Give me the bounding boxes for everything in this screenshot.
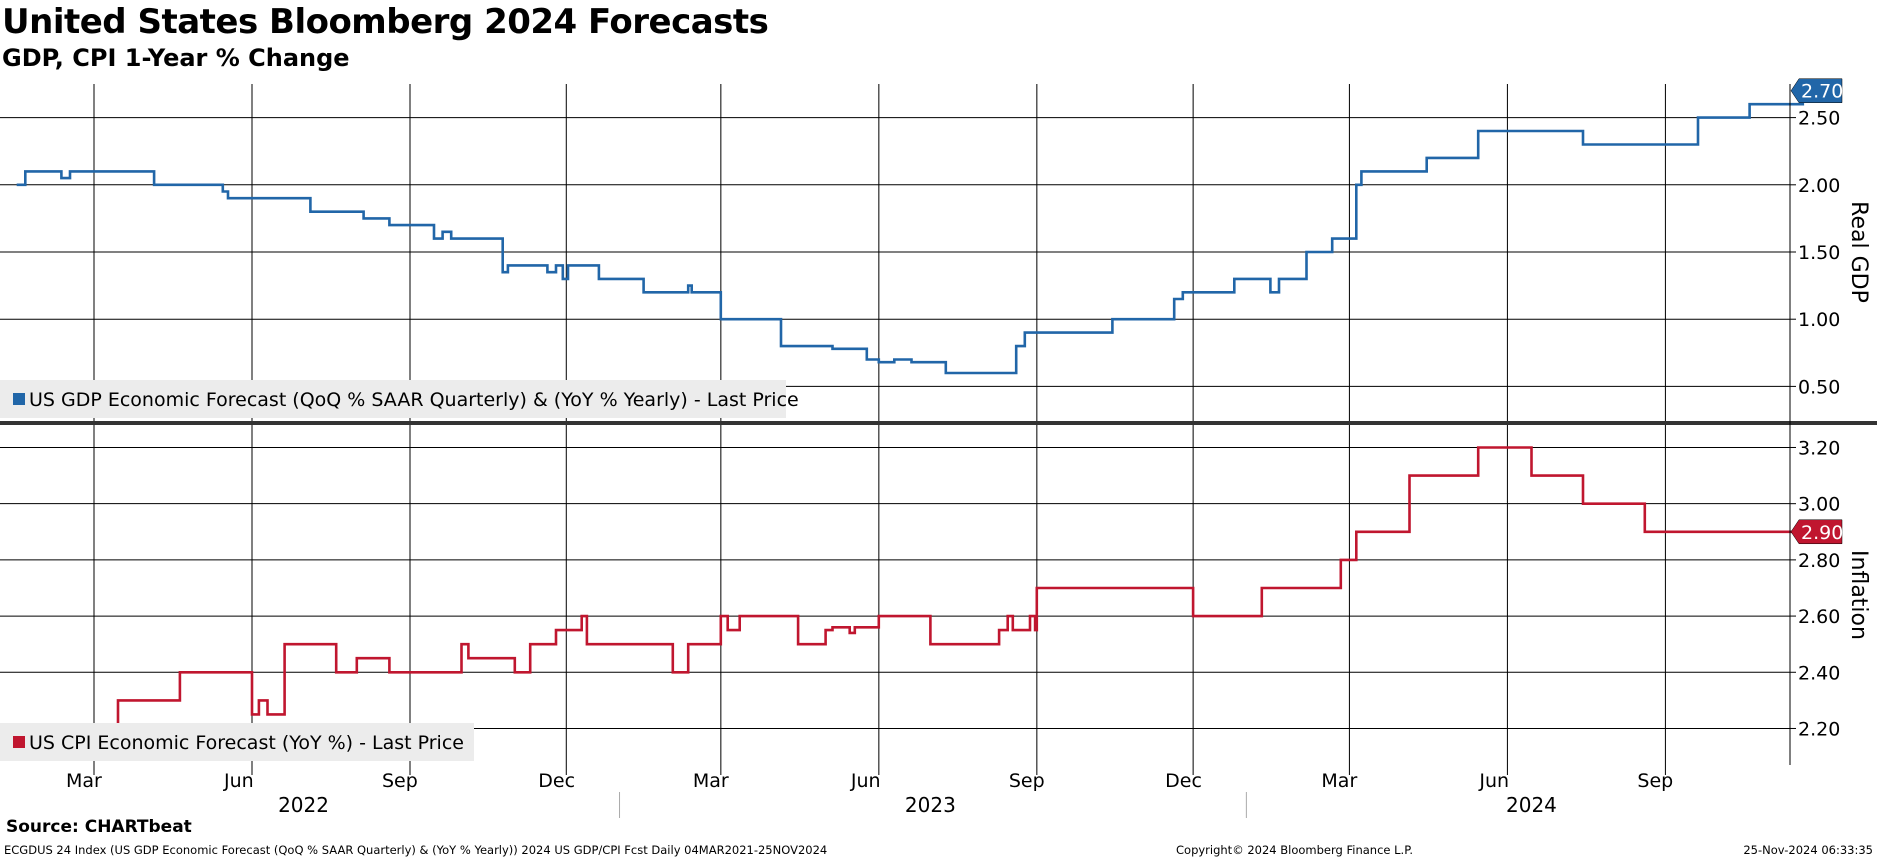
y-axis-title-top: Real GDP xyxy=(1846,201,1871,303)
y-tick-label: 2.50 xyxy=(1798,108,1840,130)
footer-copyright: Copyright© 2024 Bloomberg Finance L.P. xyxy=(1176,843,1413,857)
series-lines xyxy=(16,89,1812,730)
series-line-top xyxy=(16,89,1812,375)
x-tick-label-jun: Jun xyxy=(850,770,881,792)
legend-swatch xyxy=(13,736,25,748)
y-tick-label: 1.00 xyxy=(1798,309,1840,331)
x-tick-label-jun: Jun xyxy=(223,770,254,792)
last-value-label: 2.90 xyxy=(1801,522,1843,544)
y-tick-label: 1.50 xyxy=(1798,242,1840,264)
year-label-2022: 2022 xyxy=(278,793,329,817)
y-tick-label: 2.20 xyxy=(1798,718,1840,740)
y-tick-label: 3.20 xyxy=(1798,437,1840,459)
series-line-bottom xyxy=(16,446,1812,730)
x-tick-label-jun: Jun xyxy=(1478,770,1509,792)
legend-swatch xyxy=(13,393,25,405)
last-value-tag-bg xyxy=(1790,78,1843,103)
x-tick-label-mar: Mar xyxy=(693,770,729,792)
x-tick-label-sep: Sep xyxy=(1009,770,1045,792)
x-tick-label-dec: Dec xyxy=(538,770,575,792)
chart-subtitle: GDP, CPI 1-Year % Change xyxy=(2,44,350,72)
year-label-2023: 2023 xyxy=(905,793,956,817)
legend-top: US GDP Economic Forecast (QoQ % SAAR Qua… xyxy=(0,380,799,418)
x-tick-label-mar: Mar xyxy=(1321,770,1357,792)
y-axis-title-bottom: Inflation xyxy=(1846,550,1871,640)
y-tick-label: 3.00 xyxy=(1798,494,1840,516)
chart-title: United States Bloomberg 2024 Forecasts xyxy=(2,2,769,42)
y-tick-label: 2.00 xyxy=(1798,175,1840,197)
last-value-tag-top: 2.70 xyxy=(1790,78,1843,103)
year-label-2024: 2024 xyxy=(1506,793,1557,817)
legend-label: US CPI Economic Forecast (YoY %) - Last … xyxy=(29,732,464,754)
legend-bottom: US CPI Economic Forecast (YoY %) - Last … xyxy=(0,723,474,761)
source-note: Source: CHARTbeat xyxy=(6,817,192,837)
y-tick-label: 2.80 xyxy=(1798,550,1840,572)
y-tick-label: 2.40 xyxy=(1798,662,1840,684)
x-tick-label-sep: Sep xyxy=(1637,770,1673,792)
axes: Mar Jun Sep Dec Mar Jun Sep Dec Mar Jun Sep 2022 202… xyxy=(0,78,1877,818)
legend-background xyxy=(0,723,474,761)
last-value-tag-bottom: 2.90 xyxy=(1790,519,1843,545)
y-tick-label: 0.50 xyxy=(1798,376,1840,398)
legend-background xyxy=(0,380,786,418)
last-value-tag-bg xyxy=(1790,519,1843,545)
legends: US GDP Economic Forecast (QoQ % SAAR Qua… xyxy=(0,380,799,761)
x-tick-label-sep: Sep xyxy=(382,770,418,792)
legend-label: US GDP Economic Forecast (QoQ % SAAR Qua… xyxy=(29,389,799,411)
y-tick-label: 2.60 xyxy=(1798,606,1840,628)
x-tick-label-mar: Mar xyxy=(66,770,102,792)
footer-index-description: ECGDUS 24 Index (US GDP Economic Forecas… xyxy=(4,843,828,857)
grid-lines xyxy=(0,84,1790,775)
last-value-label: 2.70 xyxy=(1801,81,1843,103)
footer-timestamp: 25-Nov-2024 06:33:35 xyxy=(1743,843,1873,857)
x-tick-label-dec: Dec xyxy=(1165,770,1202,792)
